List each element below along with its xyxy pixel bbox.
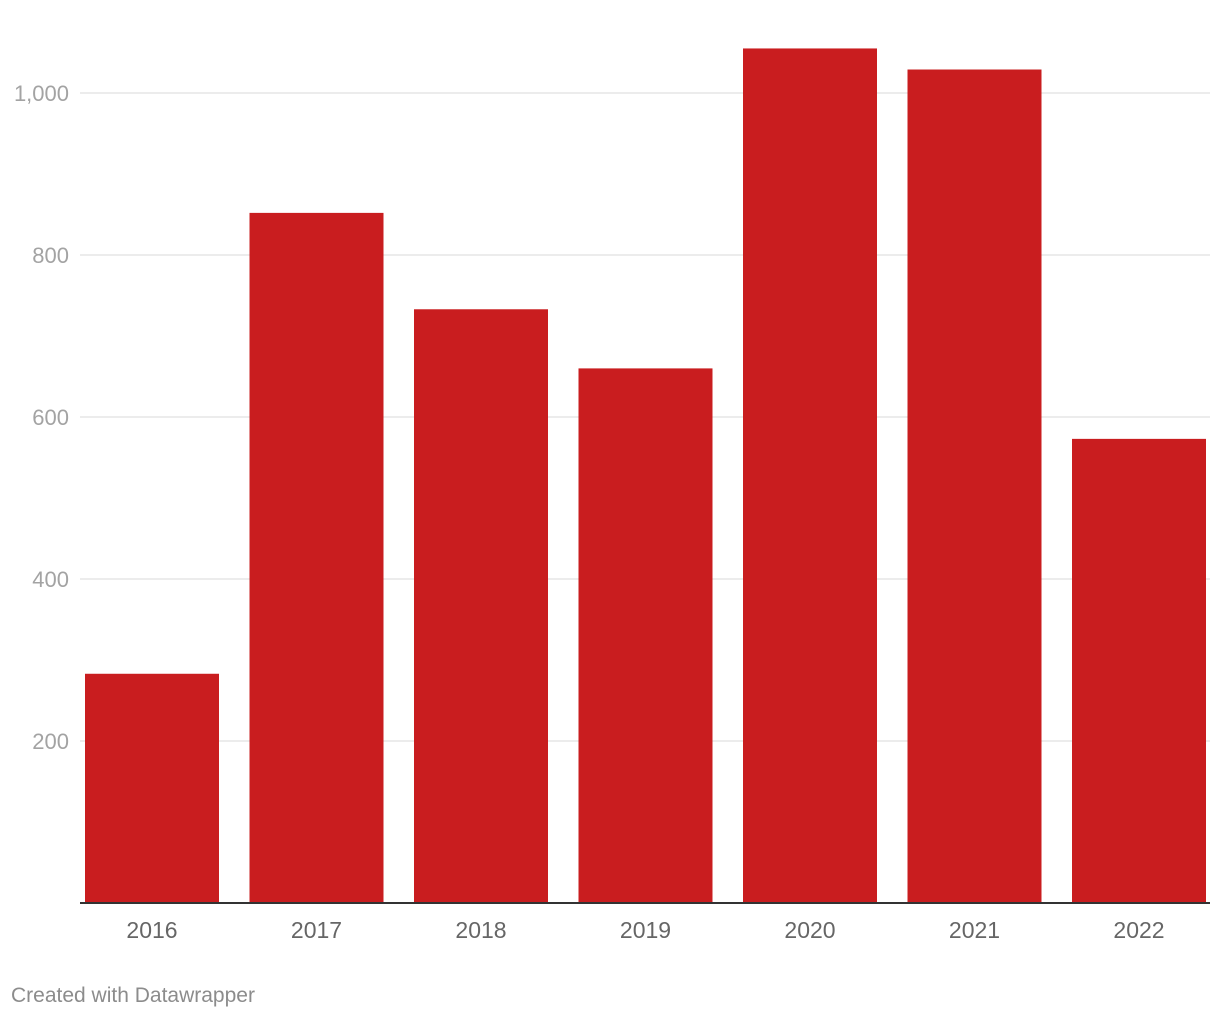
- x-tick-label: 2022: [1113, 917, 1164, 943]
- x-axis-tick-labels: 2016 2017 2018 2019 2020 2021 2022: [126, 917, 1164, 943]
- x-tick-label: 2018: [455, 917, 506, 943]
- y-axis-tick-labels: 200 400 600 800 1,000: [14, 81, 69, 754]
- y-tick-label: 600: [32, 405, 69, 430]
- y-tick-label: 400: [32, 567, 69, 592]
- bar-2022: [1072, 438, 1206, 903]
- bar-2017: [249, 212, 384, 903]
- x-tick-label: 2019: [620, 917, 671, 943]
- bar-2019: [578, 368, 713, 903]
- bar-2020: [743, 48, 877, 903]
- bar-2018: [414, 309, 548, 903]
- y-tick-label: 1,000: [14, 81, 69, 106]
- bars: [85, 48, 1206, 903]
- y-tick-label: 200: [32, 729, 69, 754]
- x-tick-label: 2017: [291, 917, 342, 943]
- x-tick-label: 2021: [949, 917, 1000, 943]
- footer-credit: Created with Datawrapper: [11, 984, 255, 1007]
- y-tick-label: 800: [32, 243, 69, 268]
- x-tick-label: 2016: [126, 917, 177, 943]
- x-tick-label: 2020: [784, 917, 835, 943]
- bar-2016: [85, 673, 219, 903]
- bar-2021: [907, 69, 1042, 903]
